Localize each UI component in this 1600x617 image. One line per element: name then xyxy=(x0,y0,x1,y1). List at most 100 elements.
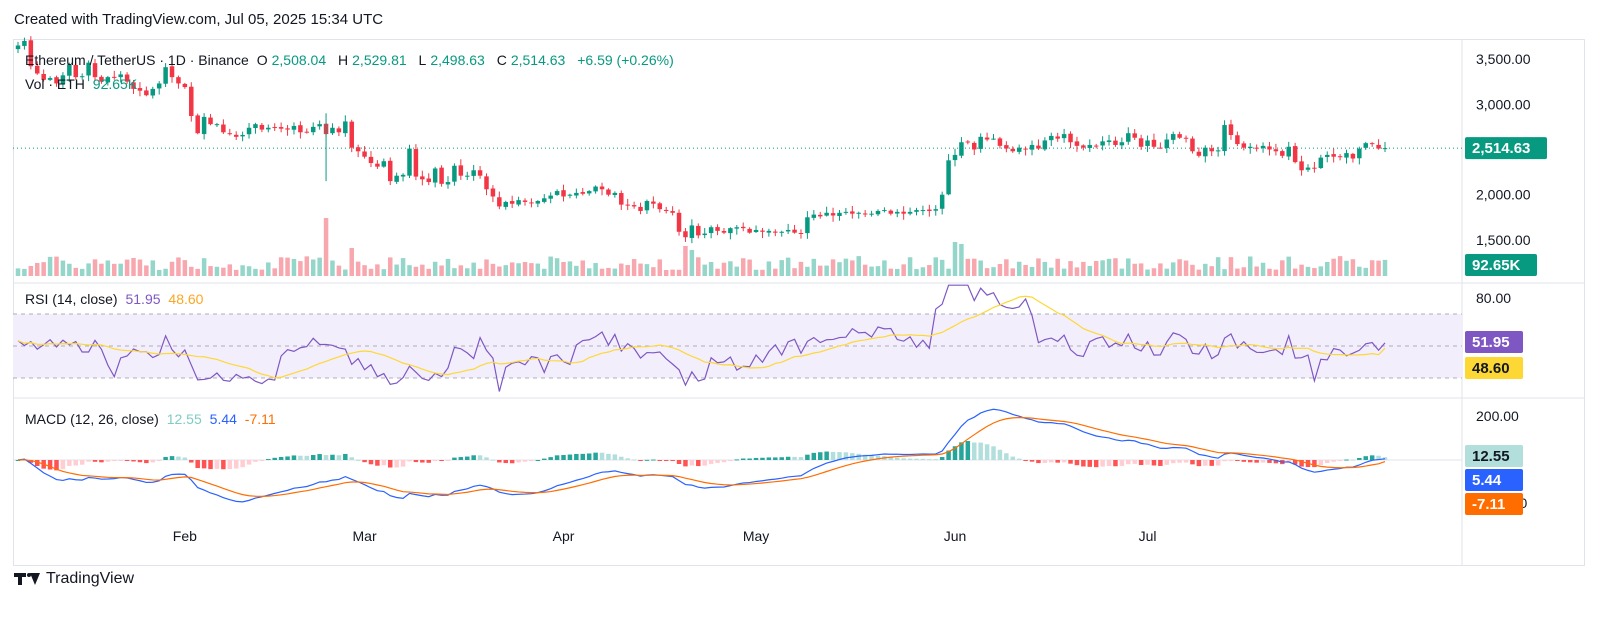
volume-bar xyxy=(1235,268,1240,276)
volume-bar xyxy=(1170,262,1176,276)
volume-bar xyxy=(586,268,592,276)
close-value: 2,514.63 xyxy=(510,52,566,68)
macd-histogram-bar xyxy=(105,460,111,462)
volume-bar xyxy=(163,268,168,276)
candle xyxy=(522,200,528,202)
macd-histogram-bar xyxy=(1337,460,1343,461)
candle xyxy=(747,228,752,233)
volume-bar xyxy=(432,261,438,276)
volume-bar xyxy=(189,266,194,276)
volume-bar xyxy=(227,264,233,276)
volume-bar xyxy=(888,268,894,276)
rsi-badge: 51.95 xyxy=(1465,331,1523,353)
macd-histogram-bar xyxy=(542,458,547,460)
candle xyxy=(182,83,188,88)
macd-histogram-bar xyxy=(728,460,733,461)
volume-bar xyxy=(1228,257,1234,276)
macd-histogram-bar xyxy=(1164,460,1170,465)
volume-bar xyxy=(1196,269,1202,276)
macd-histogram-bar xyxy=(432,460,438,461)
candle xyxy=(1190,138,1195,152)
rsi-ma-value: 48.60 xyxy=(168,291,204,307)
candle xyxy=(535,201,541,204)
candle xyxy=(1074,141,1080,146)
volume-bar xyxy=(1331,258,1336,276)
candle xyxy=(1222,125,1227,152)
macd-histogram-bar xyxy=(362,460,367,463)
candle xyxy=(233,134,239,137)
candle xyxy=(445,182,451,185)
macd-histogram-bar xyxy=(920,458,926,460)
macd-histogram-bar xyxy=(471,455,476,460)
candle xyxy=(580,192,586,194)
volume-bar xyxy=(445,258,451,276)
chart-frame[interactable] xyxy=(13,39,1585,566)
macd-histogram-bar xyxy=(522,460,528,462)
volume-bar xyxy=(1029,266,1035,276)
candle xyxy=(984,137,990,140)
candle xyxy=(817,214,823,217)
candle xyxy=(1126,133,1131,142)
volume-bar xyxy=(689,250,695,276)
candle xyxy=(753,229,759,233)
volume-bar xyxy=(753,269,759,276)
rsi-label[interactable]: RSI (14, close) xyxy=(25,291,118,307)
macd-histogram-bar xyxy=(1126,460,1131,465)
high-value: 2,529.81 xyxy=(352,52,407,68)
volume-bar xyxy=(952,242,958,276)
volume-bar xyxy=(593,263,598,276)
macd-histogram-bar xyxy=(1093,460,1099,468)
macd-histogram-bar xyxy=(1369,455,1375,460)
symbol-title[interactable]: Ethereum / TetherUS · 1D · Binance xyxy=(25,52,249,68)
tradingview-logo[interactable]: TradingView xyxy=(14,570,134,588)
volume-bar xyxy=(1164,268,1170,276)
candle xyxy=(1324,154,1330,157)
chart-header: Created with TradingView.com, Jul 05, 20… xyxy=(14,11,384,28)
volume-bar xyxy=(843,258,849,276)
macd-histogram-bar xyxy=(837,452,842,460)
volume-label[interactable]: Vol · ETH xyxy=(25,76,85,92)
macd-histogram-bar xyxy=(516,460,521,463)
candle xyxy=(1344,153,1349,158)
candle xyxy=(548,195,553,199)
macd-histogram-bar xyxy=(760,457,765,460)
candle xyxy=(291,125,297,130)
volume-bar xyxy=(638,263,643,276)
candle xyxy=(1106,140,1112,143)
candle xyxy=(1081,145,1086,148)
volume-bar xyxy=(105,260,111,276)
macd-label[interactable]: MACD (12, 26, close) xyxy=(25,411,159,427)
macd-histogram-bar xyxy=(1036,460,1041,464)
volume-bar xyxy=(503,265,509,276)
candle xyxy=(1183,137,1189,139)
candle xyxy=(420,176,425,180)
candle xyxy=(991,138,996,140)
price-tick-label: 3,000.00 xyxy=(1476,96,1531,112)
macd-histogram-bar xyxy=(644,459,650,461)
macd-hist-badge: 12.55 xyxy=(1465,445,1523,467)
macd-histogram-bar xyxy=(1331,460,1336,462)
macd-histogram-bar xyxy=(368,460,374,465)
macd-histogram-bar xyxy=(503,460,509,464)
candle xyxy=(1145,140,1150,146)
macd-histogram-bar xyxy=(715,460,720,463)
candle xyxy=(696,225,701,236)
rsi-value: 51.95 xyxy=(125,291,161,307)
volume-bar xyxy=(606,267,611,276)
macd-histogram-bar xyxy=(272,457,277,460)
macd-histogram-bar xyxy=(1049,460,1054,463)
brand-name: TradingView xyxy=(46,570,135,587)
volume-bar xyxy=(291,258,297,276)
candle xyxy=(471,170,476,176)
macd-histogram-bar xyxy=(978,442,983,460)
volume-badge-text: 92.65K xyxy=(1472,257,1521,274)
volume-bar xyxy=(997,263,1003,276)
candle xyxy=(144,90,149,96)
macd-histogram-bar xyxy=(663,460,669,461)
candle xyxy=(894,211,900,214)
macd-signal-badge-text: -7.11 xyxy=(1472,496,1505,513)
candle xyxy=(118,74,123,78)
macd-histogram-bar xyxy=(606,453,611,460)
volume-bar xyxy=(959,244,964,276)
